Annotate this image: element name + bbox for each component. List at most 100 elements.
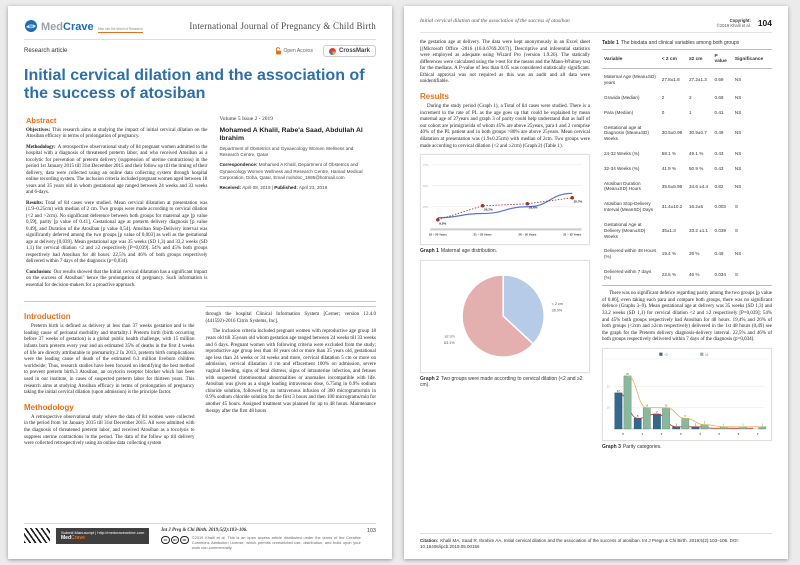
brand-crave: Crave: [63, 21, 94, 33]
table-cell: Gestational age at Diagnosis (Mean±SD) W…: [604, 124, 649, 141]
svg-text:≥2: ≥2: [705, 352, 709, 356]
methodology-heading: Methodology: [24, 402, 74, 412]
medcrave-logo[interactable]: MedCrave Step into the World of Research: [24, 18, 143, 34]
table-cell: 0.039: [714, 227, 726, 233]
journal-header: MedCrave Step into the World of Research…: [24, 18, 376, 40]
table-cell: NS: [734, 251, 742, 257]
page2-column-2: Table 1 The biodata and clinical variable…: [602, 40, 772, 456]
table1: Variable < 2 cm ≥2 cm P value Significan…: [602, 49, 772, 287]
page-number-103: 103: [366, 527, 376, 534]
page2-column-1: the gestation age at delivery. The data …: [420, 40, 590, 456]
open-access-label: Open Access: [283, 48, 313, 54]
table-cell: 0: [661, 109, 665, 115]
bar: [614, 392, 623, 430]
svg-text:10: 10: [645, 405, 648, 408]
body-column-2: through the hospital Clinical Informatio…: [205, 306, 377, 452]
cc-license-icons: CC BY NC: [161, 535, 189, 545]
copyright-block: Copyright: ©2019 Khalil et al.: [717, 18, 751, 29]
table-cell: 1: [688, 109, 692, 115]
graph2-caption: Graph 2 Two groups were made according to…: [420, 376, 590, 389]
svg-text:28,6%: 28,6%: [529, 206, 538, 210]
svg-text:75%: 75%: [423, 163, 429, 167]
bar: [681, 417, 690, 430]
brand-med: Med: [41, 21, 63, 33]
received-date: April 08, 2019: [242, 185, 271, 191]
affiliation: Department of Obstetrics and Gynaecology…: [219, 146, 354, 158]
table-cell: 2: [688, 94, 692, 100]
graph3-caption: Graph 3 Parity categories.: [602, 444, 772, 451]
table-cell: NS: [734, 150, 742, 156]
svg-text:50%: 50%: [423, 184, 429, 188]
maternal-age-chart-svg: 25% 50% 75% 9,5% 26,2% 28,6% 35,7% 18 – 20 Year…: [423, 163, 583, 237]
svg-text:4: 4: [699, 432, 701, 436]
body-columns: Introduction Preterm birth is defined as…: [24, 306, 376, 452]
running-title: Initial cervical dilation and the associ…: [420, 18, 570, 24]
svg-text:21 – 25 Years: 21 – 25 Years: [474, 233, 492, 237]
crossmark-badge[interactable]: CrossMark: [322, 45, 376, 57]
table-cell: 0.69: [714, 94, 724, 100]
footer-middle: Int J Preg & Chi Birth. 2019;5(2):103‒10…: [161, 528, 361, 550]
graph1-caption-text: Maternal age distribution.: [440, 247, 498, 254]
bar-trend-line: [627, 375, 763, 428]
brand-tagline: Step into the World of Research: [97, 27, 143, 33]
table-row: Delivered within 7 days (%) 22.5 % 46 % 0.0…: [602, 264, 772, 287]
discussion-text: There was no significant defence regardi…: [602, 291, 772, 343]
graph1-caption: Graph 1 Maternal age distribution.: [420, 248, 590, 255]
bar: [700, 424, 709, 430]
page2-header-right: Copyright: ©2019 Khalil et al. 104: [717, 18, 772, 29]
methods-continuation-2: The inclusion criteria included pregnant…: [205, 329, 377, 414]
table-cell: 33.2 ±1.1: [688, 227, 709, 233]
table-cell: 0.034: [712, 264, 733, 287]
introduction-text: Preterm birth is defined as delivery at …: [24, 324, 195, 396]
body-column-1: Introduction Preterm birth is defined as…: [24, 306, 195, 452]
article-type-label: Research article: [24, 48, 68, 54]
table-cell: NS: [734, 76, 742, 82]
copyright-value: ©2019 Khalil et al.: [716, 23, 751, 29]
col-variable: Variable: [602, 49, 660, 70]
results-text: During the study period (Graph 1), a Tot…: [420, 104, 590, 149]
col-ge2cm: ≥2 cm: [686, 49, 713, 70]
submit-manuscript-box[interactable]: Submit Manuscript | http://medcraveonlin…: [56, 527, 150, 545]
submit-manuscript-link[interactable]: Submit Manuscript | http://medcraveonlin…: [61, 529, 145, 535]
footer-brand-med: Med: [61, 535, 71, 542]
cc-by-icon: BY: [170, 535, 180, 545]
svg-text:17: 17: [617, 390, 620, 393]
table-cell: Atosiban Duration (Mean±SD) Hours: [604, 180, 641, 192]
crossmark-icon: [328, 47, 336, 55]
table-cell: 19.4 %: [661, 251, 677, 257]
table-cell: 32-34 Weeks (%): [604, 165, 640, 171]
table-cell: 27.8±1.8: [661, 76, 680, 82]
svg-text:5: 5: [718, 432, 720, 436]
table-row: Maternal Age (Mean±SD) years 27.8±1.8 27.2…: [602, 69, 772, 90]
x-axis: [430, 228, 582, 231]
citation-text: Khalil MA, Saad R, Ibrahim AA. Initial c…: [420, 537, 739, 549]
col-lt2cm: < 2 cm: [659, 49, 687, 70]
article-info-column: Volume 5 Issue 2 - 2019 Mohamed A Khalil…: [219, 114, 374, 294]
data-point: [525, 202, 530, 206]
dates-line: Received: April 08, 2019 | Published: Ap…: [219, 185, 328, 191]
table1-caption: Table 1 The biodata and clinical variable…: [602, 40, 772, 47]
table-cell: 34.6 ±4.4: [688, 183, 709, 189]
table-cell: 35.5±5.96: [661, 183, 683, 189]
volume-issue: Volume 5 Issue 2 - 2019: [219, 115, 273, 122]
data-point: [480, 204, 485, 208]
table-cell: 27.2±1.3: [688, 76, 707, 82]
svg-text:36.9%: 36.9%: [552, 309, 563, 313]
badges: Open Access CrossMark: [275, 45, 376, 57]
table-cell: Gravida (Median): [604, 94, 640, 100]
medcrave-globe-icon: [25, 20, 37, 32]
table-cell: NS: [734, 183, 742, 189]
received-label: Received:: [219, 185, 242, 191]
abstract-results: Results: Total of 84 cases were studied. …: [26, 201, 207, 266]
bar: [633, 417, 642, 430]
page1-footer: Submit Manuscript | http://medcraveonlin…: [24, 522, 376, 550]
graph3-caption-text: Parity categories.: [622, 443, 662, 450]
table-row: 24-32 Weeks (%) 58.1 % 49.1 % 0.43 NS: [602, 146, 772, 161]
open-access-badge[interactable]: Open Access: [275, 47, 313, 55]
journal-reference: Int J Preg & Chi Birth. 2019;5(2):103‒10…: [161, 527, 248, 533]
table-cell: S: [732, 264, 772, 287]
svg-text:<2: <2: [664, 352, 668, 356]
table-cell: S: [734, 227, 738, 233]
table1-caption-label: Table 1: [602, 39, 619, 46]
